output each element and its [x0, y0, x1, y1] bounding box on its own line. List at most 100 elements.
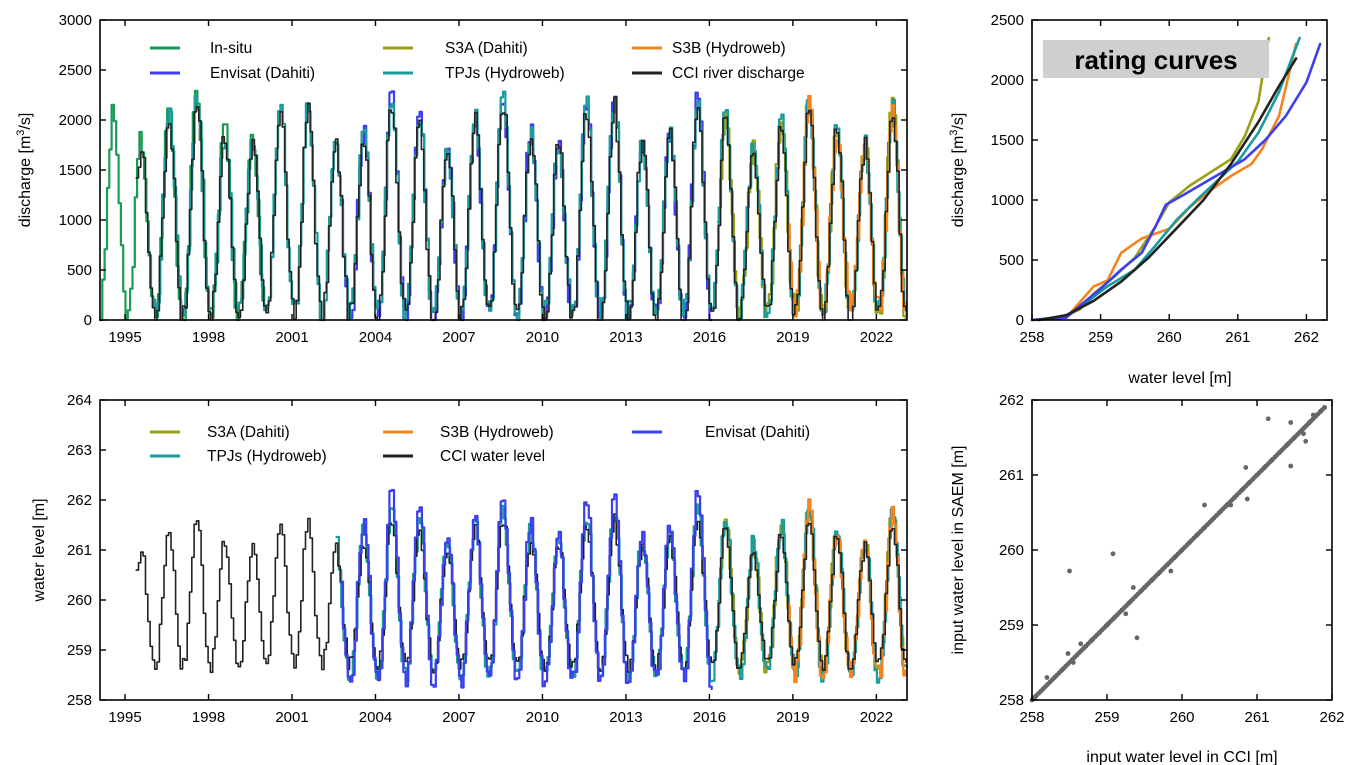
- scatter-point: [1179, 547, 1185, 553]
- scatter-point: [1217, 510, 1222, 515]
- panel-rating-curves: 258 259 260 261 262 0 500 1000 1500 2000 2500 rati…: [948, 12, 1328, 387]
- scatter-point: [1149, 577, 1155, 583]
- scatter-point: [1239, 487, 1245, 493]
- scatter-point: [1123, 611, 1129, 617]
- rating-xlabel: water level [m]: [1127, 370, 1231, 387]
- discharge-xtick-label: 2019: [776, 329, 809, 346]
- scatter-point: [1232, 495, 1237, 500]
- discharge-xtick-label: 1998: [192, 329, 225, 346]
- scatter-ticks: 258 259 260 261 262 258 259 260 261 262: [999, 392, 1345, 726]
- scatter-point: [1202, 502, 1207, 508]
- waterlevel-ytick-label: 258: [67, 692, 92, 709]
- waterlevel-xtick-label: 1998: [192, 709, 225, 726]
- scatter-point: [1059, 667, 1065, 673]
- scatter-xtick-label: 262: [1319, 709, 1344, 726]
- waterlevel-series-envisat-dahiti: [339, 488, 713, 691]
- scatter-point: [1168, 568, 1174, 574]
- waterlevel-ytick-label: 264: [67, 392, 92, 409]
- waterlevel-series-s3b-hydroweb: [786, 498, 907, 684]
- scatter-points-group: [1029, 405, 1327, 703]
- legend-label-tpjs-wl: TPJs (Hydroweb): [207, 448, 327, 465]
- discharge-series-cci-river-discharge: [135, 96, 907, 321]
- waterlevel-xtick-label: 2007: [442, 709, 475, 726]
- discharge-ytick-label: 0: [84, 312, 92, 329]
- scatter-point: [1262, 465, 1267, 470]
- discharge-series-tpjs-hydroweb: [151, 90, 908, 322]
- scatter-point: [1247, 480, 1252, 485]
- scatter-ytick-label: 260: [999, 542, 1024, 559]
- legend-label-envisat: Envisat (Dahiti): [210, 65, 315, 82]
- rating-ylabel: discharge [m3/s]: [948, 113, 967, 228]
- scatter-point: [1209, 517, 1215, 523]
- scatter-point: [1134, 635, 1140, 641]
- rating-ytick-label: 500: [999, 252, 1024, 269]
- scatter-point: [1157, 570, 1162, 575]
- scatter-point: [1284, 442, 1290, 448]
- scatter-point: [1044, 675, 1050, 680]
- rating-ytick-label: 2500: [991, 12, 1024, 29]
- scatter-point: [1097, 630, 1102, 635]
- scatter-ytick-label: 259: [999, 617, 1024, 634]
- discharge-xtick-label: 2007: [442, 329, 475, 346]
- discharge-series-group: [98, 89, 908, 322]
- waterlevel-ytick-label: 259: [67, 642, 92, 659]
- scatter-point: [1194, 532, 1200, 538]
- rating-ytick-label: 0: [1016, 312, 1024, 329]
- discharge-legend: In-situ Envisat (Dahiti) S3A (Dahiti) TP…: [150, 40, 805, 82]
- scatter-xtick-label: 258: [1019, 709, 1044, 726]
- scatter-point: [1130, 585, 1136, 590]
- scatter-point: [1070, 660, 1076, 665]
- scatter-point: [1065, 651, 1071, 656]
- scatter-point: [1322, 405, 1327, 410]
- rating-xtick-label: 262: [1294, 329, 1319, 346]
- rating-axes-frame: [1031, 19, 1328, 321]
- scatter-point: [1288, 463, 1294, 469]
- waterlevel-xtick-label: 2022: [860, 709, 893, 726]
- scatter-point: [1254, 472, 1260, 478]
- scatter-ylabel: input water level in SAEM [m]: [950, 446, 967, 655]
- discharge-xtick-label: 2022: [860, 329, 893, 346]
- rating-title: rating curves: [1074, 45, 1237, 75]
- scatter-xlabel: input water level in CCI [m]: [1086, 749, 1277, 765]
- scatter-point: [1307, 420, 1312, 425]
- waterlevel-xtick-label: 2013: [609, 709, 642, 726]
- rating-ticks: 258 259 260 261 262 0 500 1000 1500 2000 2500: [991, 12, 1327, 346]
- scatter-point: [1310, 412, 1316, 418]
- scatter-point: [1228, 502, 1234, 508]
- rating-xtick-label: 261: [1225, 329, 1250, 346]
- panel-discharge-timeseries: 1995 1998 2001 2004 2007 2010 2013 2016 2019 2022…: [15, 12, 908, 346]
- rating-xtick-label: 259: [1088, 329, 1113, 346]
- discharge-ytick-label: 1000: [59, 212, 92, 229]
- scatter-ytick-label: 258: [999, 692, 1024, 709]
- scatter-point: [1078, 641, 1084, 647]
- scatter-point: [1269, 457, 1275, 463]
- discharge-ytick-label: 2000: [59, 112, 92, 129]
- scatter-point: [1164, 562, 1170, 568]
- discharge-ytick-label: 2500: [59, 62, 92, 79]
- scatter-point: [1104, 622, 1110, 628]
- rating-curve-tpjs-hydroweb: [1030, 36, 1301, 322]
- discharge-ytick-label: 500: [67, 262, 92, 279]
- scatter-point: [1288, 420, 1294, 425]
- rating-ytick-label: 2000: [991, 72, 1024, 89]
- scatter-point: [1299, 427, 1305, 433]
- scatter-ytick-label: 262: [999, 392, 1024, 409]
- legend-label-s3a-wl: S3A (Dahiti): [207, 424, 290, 441]
- waterlevel-ytick-label: 262: [67, 492, 92, 509]
- scatter-point: [1277, 450, 1282, 455]
- scatter-point: [1033, 693, 1039, 699]
- rating-xtick-label: 258: [1019, 329, 1044, 346]
- panel-waterlevel-timeseries: 1995 1998 2001 2004 2007 2010 2013 2016 2019 2022…: [31, 392, 909, 726]
- scatter-xtick-label: 260: [1169, 709, 1194, 726]
- scatter-point: [1244, 496, 1250, 502]
- waterlevel-ytick-label: 261: [67, 542, 92, 559]
- waterlevel-ytick-label: 263: [67, 442, 92, 459]
- rating-xtick-label: 260: [1157, 329, 1182, 346]
- discharge-xtick-label: 2001: [275, 329, 308, 346]
- scatter-point: [1127, 600, 1132, 605]
- scatter-point: [1052, 675, 1057, 680]
- scatter-point: [1089, 637, 1095, 643]
- scatter-point: [1040, 686, 1046, 692]
- waterlevel-series-group: [135, 488, 909, 691]
- legend-label-tpjs: TPJs (Hydroweb): [445, 65, 565, 82]
